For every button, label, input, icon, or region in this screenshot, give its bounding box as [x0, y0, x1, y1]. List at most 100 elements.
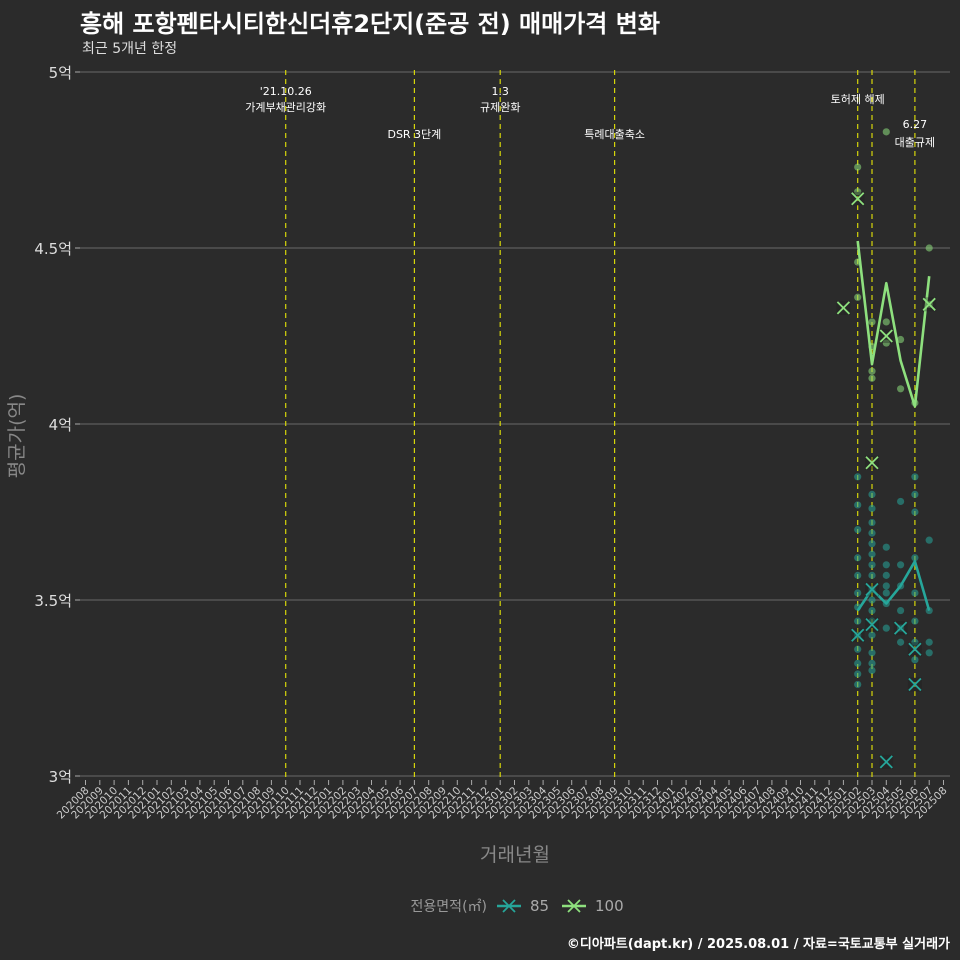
y-tick-label-2: 4억 — [49, 416, 72, 434]
point-85-26 — [868, 649, 876, 657]
chart-title: 흥해 포항펜타시티한신더휴2단지(준공 전) 매매가격 변화 — [80, 10, 660, 38]
chart-subtitle: 최근 5개년 한정 — [82, 41, 178, 57]
extreme-marker-85-0 — [851, 628, 865, 642]
point-85-36 — [897, 497, 905, 506]
point-85-16 — [868, 529, 876, 537]
y-tick-label-4: 5억 — [49, 64, 72, 82]
point-85-46 — [911, 589, 919, 597]
point-85-41 — [897, 638, 905, 646]
point-85-33 — [882, 589, 890, 597]
point-85-49 — [911, 656, 919, 664]
event-label-0-line2: 가계부채관리강화 — [245, 101, 326, 114]
extreme-marker-85-2 — [865, 582, 879, 597]
legend-layer: 전용면적(㎡) 85 100 — [411, 897, 624, 915]
point-85-37 — [897, 561, 905, 569]
event-label-2-line1: 1.3 — [491, 85, 509, 98]
extreme-marker-85-6 — [908, 677, 922, 692]
point-85-0 — [854, 473, 862, 481]
point-85-3 — [854, 554, 862, 562]
event-label-2-line2: 규제완화 — [480, 101, 520, 114]
y-tick-label-1: 3.5억 — [34, 592, 72, 610]
extreme-marker-100-1 — [851, 192, 865, 206]
point-85-23 — [868, 606, 876, 615]
grid-layer — [80, 71, 950, 777]
point-100-9 — [882, 318, 890, 326]
point-85-13 — [868, 490, 876, 498]
point-100-8 — [882, 128, 890, 136]
extreme-marker-85-5 — [908, 642, 922, 656]
points-layer — [854, 128, 933, 689]
point-85-11 — [854, 670, 862, 678]
point-85-43 — [911, 490, 919, 498]
point-85-48 — [911, 638, 919, 646]
chart-caption: ©디아파트(dapt.kr) / 2025.08.01 / 자료=국토교통부 실… — [566, 937, 950, 952]
point-100-11 — [897, 335, 905, 344]
point-85-9 — [854, 645, 862, 653]
y-axis-title: 평균가(억) — [6, 394, 28, 479]
point-100-3 — [854, 293, 862, 301]
extreme-marker-85-1 — [865, 618, 879, 632]
legend-label-100: 100 — [595, 897, 624, 915]
point-85-52 — [925, 638, 933, 646]
point-100-10 — [882, 339, 890, 347]
point-85-27 — [868, 659, 876, 667]
point-85-39 — [897, 606, 905, 615]
point-85-30 — [882, 561, 890, 569]
extreme-marker-85-3 — [879, 755, 893, 769]
point-85-5 — [854, 589, 862, 597]
point-85-15 — [868, 518, 876, 527]
point-100-12 — [897, 385, 905, 393]
point-100-0 — [854, 163, 862, 171]
line-layer — [856, 240, 931, 612]
point-85-7 — [854, 617, 862, 625]
extreme-layer — [836, 191, 937, 769]
event-label-1-line1: DSR 3단계 — [387, 128, 441, 141]
point-85-50 — [925, 536, 933, 544]
event-label-6-line1: 6.27 — [903, 118, 928, 131]
extreme-marker-100-3 — [879, 329, 893, 343]
axis-layer: 3억3.5억4억4.5억5억20200820200920201020201120… — [6, 64, 950, 866]
event-label-3-line1: 특례대출축소 — [584, 128, 645, 141]
point-85-45 — [911, 554, 919, 562]
point-85-47 — [911, 617, 919, 625]
point-85-31 — [882, 571, 890, 579]
point-85-12 — [854, 680, 862, 689]
extreme-marker-85-4 — [893, 621, 908, 635]
point-85-2 — [854, 526, 862, 534]
point-85-14 — [868, 504, 876, 513]
point-100-4 — [868, 318, 876, 326]
point-85-10 — [854, 659, 862, 667]
point-85-22 — [868, 596, 876, 604]
y-tick-label-3: 4.5억 — [34, 240, 72, 258]
mean-line-100 — [856, 240, 931, 408]
point-85-25 — [868, 631, 876, 639]
extreme-marker-100-2 — [865, 456, 879, 470]
point-85-35 — [882, 624, 890, 632]
extreme-marker-100-4 — [922, 297, 936, 311]
point-85-32 — [882, 582, 890, 590]
x-axis-title: 거래년월 — [480, 844, 550, 866]
legend-marker-100 — [567, 899, 581, 913]
legend-title: 전용면적(㎡) — [411, 899, 487, 915]
point-85-53 — [925, 649, 933, 657]
point-100-7 — [868, 374, 876, 382]
point-85-20 — [868, 571, 876, 579]
point-85-19 — [868, 561, 876, 569]
point-85-42 — [911, 473, 919, 481]
point-85-28 — [868, 666, 876, 675]
point-100-1 — [854, 188, 862, 196]
point-85-17 — [868, 540, 876, 548]
event-label-4-line1: 토허제 해제 — [831, 92, 885, 106]
extreme-marker-100-0 — [836, 301, 851, 315]
y-tick-label-0: 3억 — [49, 768, 72, 786]
event-label-0-line1: '21.10.26 — [260, 85, 312, 98]
point-100-14 — [925, 244, 933, 252]
point-85-4 — [854, 571, 862, 579]
legend-marker-85 — [502, 899, 516, 913]
point-85-29 — [882, 543, 890, 551]
point-85-1 — [854, 501, 862, 509]
point-100-6 — [868, 367, 876, 375]
